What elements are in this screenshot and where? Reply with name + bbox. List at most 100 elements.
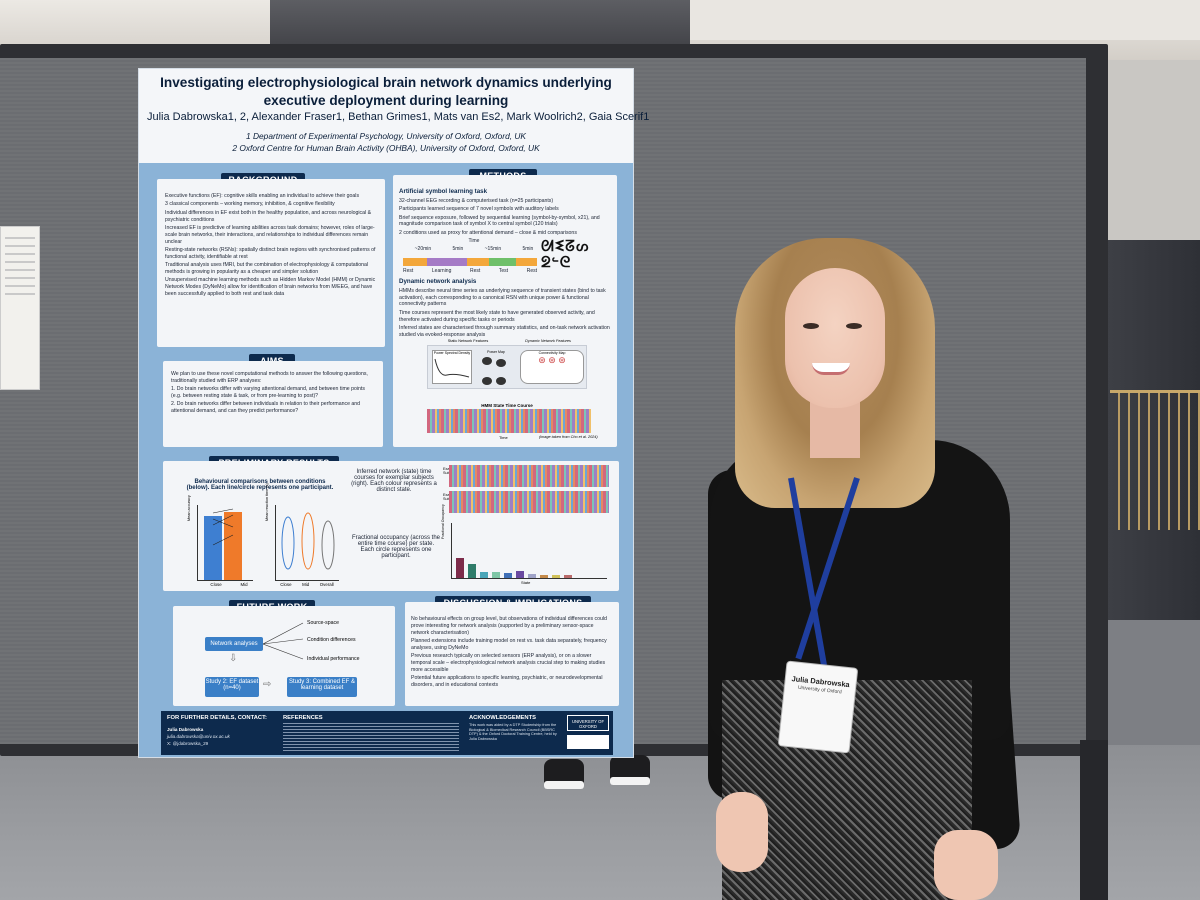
study2-node: Study 2: EF dataset (n=40) bbox=[205, 677, 259, 697]
discussion-point: Planned extensions include training mode… bbox=[411, 637, 607, 651]
discussion-panel: No behavioural effects on group level, b… bbox=[405, 602, 619, 706]
bar-close bbox=[204, 516, 222, 580]
participant-lines bbox=[212, 508, 234, 546]
poster-affiliation-2: 2 Oxford Centre for Human Brain Activity… bbox=[232, 143, 540, 153]
timeline-duration: ~20min bbox=[414, 246, 432, 252]
methods-point: Brief sequence exposure, followed by seq… bbox=[399, 214, 600, 228]
oxford-logo: UNIVERSITY OF OXFORD bbox=[567, 715, 609, 731]
poster-title: Investigating electrophysiological brain… bbox=[160, 75, 612, 108]
task-timeline bbox=[403, 258, 537, 266]
fig-credit: (image taken from Cho et al. 2024) bbox=[539, 435, 598, 439]
acc-ylabel: Mean accuracy bbox=[187, 495, 191, 521]
fig-dynamic-label: Dynamic Network Features bbox=[525, 339, 571, 343]
network-caption: Inferred network (state) time courses fo… bbox=[351, 469, 437, 493]
violin-xtick: Overall bbox=[319, 582, 334, 587]
future-branch-lines bbox=[263, 622, 304, 660]
background-point: Traditional analysis uses fMRI, but the … bbox=[165, 262, 369, 275]
subject-b-timecourse bbox=[449, 491, 609, 513]
behav-xtick: Close bbox=[210, 582, 222, 587]
neck bbox=[810, 400, 860, 458]
methods-point: 32-channel EEG recording & computerised … bbox=[399, 197, 554, 204]
state-xlabel: State bbox=[521, 580, 531, 585]
study3-node: Study 3: Combined EF & learning dataset bbox=[287, 677, 357, 697]
timeline-phase: Rest bbox=[403, 268, 414, 274]
violin-xtick: Mid bbox=[302, 582, 310, 587]
background-point: Executive functions (EF): cognitive skil… bbox=[165, 193, 360, 199]
background-point: Increased EF is predictive of learning a… bbox=[165, 224, 375, 245]
methods-subheading: Artificial symbol learning task bbox=[399, 188, 488, 195]
violin-xaxis: Close Mid Overall bbox=[275, 582, 339, 587]
psd-curve bbox=[434, 358, 470, 378]
timeline-phase: Rest bbox=[526, 268, 537, 274]
discussion-point: No behavioural effects on group level, b… bbox=[411, 616, 607, 636]
timeline-time-label: Time bbox=[468, 238, 480, 244]
fig-hmm-label: HMM State Time Course bbox=[481, 403, 533, 408]
left-eye bbox=[803, 323, 819, 329]
stair-railing bbox=[1110, 390, 1200, 530]
methods-point: Time courses represent the most likely s… bbox=[399, 309, 595, 323]
fig-power-label: Power Map bbox=[487, 350, 505, 354]
poster-footer: FOR FURTHER DETAILS, CONTACT: Julia Dabr… bbox=[161, 711, 613, 755]
smile bbox=[812, 363, 850, 375]
fig-psd-label: Power Spectral Density bbox=[433, 351, 471, 355]
fo-ylabel: Fractional Occupancy bbox=[441, 504, 445, 539]
network-features-figure: Static Network Features Dynamic Network … bbox=[427, 339, 587, 389]
connectivity-icon: ⊛ ⊛ ⊛ bbox=[538, 355, 566, 365]
visitor-shoes bbox=[544, 755, 652, 791]
future-branch: Source-space bbox=[307, 620, 340, 626]
timeline-label: Time ~20min 5min ~15min 5min bbox=[404, 238, 544, 252]
timeline-phase: Learning bbox=[431, 268, 452, 274]
methods-point: Participants learned sequence of 7 novel… bbox=[399, 206, 559, 213]
funder-logos bbox=[567, 735, 609, 749]
novel-symbols-image: ᘛᓬᘔᔕ ᘖᓪᘓ bbox=[541, 238, 590, 271]
network-analyses-node: Network analyses bbox=[205, 637, 263, 651]
ceiling-panel bbox=[690, 0, 1200, 40]
timeline-phases: Rest Learning Rest Test Rest bbox=[403, 268, 537, 274]
aims-panel: We plan to use these novel computational… bbox=[163, 361, 383, 447]
left-hand bbox=[716, 792, 768, 872]
fig-static-label: Static Network Features bbox=[447, 339, 489, 343]
aims-question: 1. Do brain networks differ with varying… bbox=[171, 386, 365, 399]
accuracy-bar-chart bbox=[197, 505, 253, 581]
timeline-phase: Rest bbox=[470, 268, 481, 274]
bar-mid bbox=[224, 512, 242, 580]
methods-network-text: Dynamic network analysis HMMs describe n… bbox=[399, 278, 613, 340]
fig-time-label: Time bbox=[499, 435, 508, 440]
background-point: 3 classical components – working memory,… bbox=[165, 201, 335, 208]
poster-affiliation-1: 1 Department of Experimental Psychology,… bbox=[245, 131, 527, 141]
behav-xaxis: Close Mid bbox=[201, 582, 257, 587]
rt-violin-chart bbox=[275, 505, 339, 581]
aims-question: 2. Do brain networks differ between indi… bbox=[171, 401, 361, 415]
poster-header: Investigating electrophysiological brain… bbox=[139, 69, 650, 163]
poster-authors: Julia Dabrowska1, 2, Alexander Fraser1, … bbox=[147, 111, 650, 123]
future-branch: Individual performance bbox=[307, 656, 360, 662]
right-arrow-icon: ⇨ bbox=[263, 679, 272, 690]
violin-shapes bbox=[281, 512, 335, 570]
behav-caption: Behavioural comparisons between conditio… bbox=[186, 479, 334, 491]
contact-email: julia.dabrowska@univ.ox.ac.uk bbox=[167, 734, 230, 739]
methods-subheading: Dynamic network analysis bbox=[399, 278, 477, 285]
ack-heading: ACKNOWLEDGEMENTS bbox=[469, 715, 536, 721]
hmm-state-timecourse bbox=[427, 409, 591, 433]
discussion-point: Potential future applications to specifi… bbox=[411, 675, 603, 688]
methods-point: 2 conditions used as proxy for attention… bbox=[399, 229, 577, 236]
rt-ylabel: Mean reaction time (s) bbox=[265, 483, 269, 521]
timeline-phase: Test bbox=[498, 268, 509, 274]
right-eye bbox=[846, 323, 862, 329]
background-point: Individual differences in EF exist both … bbox=[165, 209, 372, 223]
board-leg bbox=[1080, 740, 1108, 900]
right-hand bbox=[934, 830, 998, 900]
background-panel: Executive functions (EF): cognitive skil… bbox=[157, 179, 385, 347]
face bbox=[785, 268, 885, 408]
references-heading: REFERENCES bbox=[283, 715, 323, 721]
down-arrow-icon: ⇩ bbox=[229, 653, 238, 664]
background-point: Resting-state networks (RSNs): spatially… bbox=[165, 246, 376, 260]
references-text bbox=[283, 723, 459, 751]
fractional-occupancy-chart bbox=[451, 523, 607, 579]
methods-point: HMMs describe neural time series as unde… bbox=[399, 287, 606, 308]
discussion-point: Previous research typically on selected … bbox=[411, 653, 606, 673]
subject-a-timecourse bbox=[449, 465, 609, 487]
background-point: Unsupervised machine learning methods su… bbox=[165, 277, 376, 297]
timeline-duration: 5min bbox=[452, 246, 464, 252]
timeline-duration: 5min bbox=[522, 246, 534, 252]
